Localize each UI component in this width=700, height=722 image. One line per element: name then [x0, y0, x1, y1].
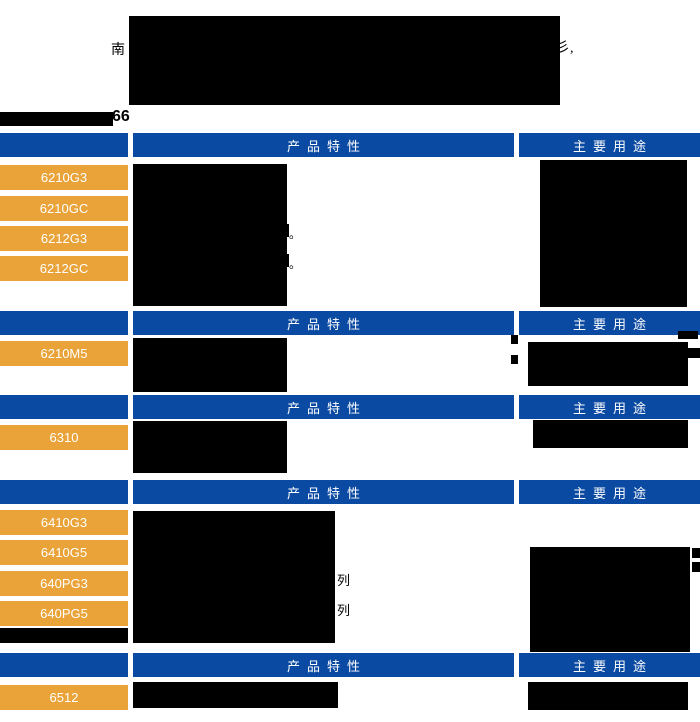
- table3-col3-header: 主要用途: [519, 395, 700, 419]
- table2-col3-header-label: 主要用途: [572, 316, 653, 332]
- table4-col3-header-label: 主要用途: [572, 485, 653, 501]
- table2-col3-header: 主要用途: [519, 311, 700, 335]
- redacted-paragraph-block: [129, 16, 560, 105]
- redaction-fragment: [678, 331, 698, 339]
- redacted-caption-block: [0, 112, 113, 126]
- table4-col3-header: 主要用途: [519, 480, 700, 504]
- redacted-row-block: [0, 628, 128, 643]
- product-code-cell: 640PG5: [0, 601, 128, 626]
- redaction-fragment: [688, 348, 700, 358]
- table5-col2-header-label: 产品特性: [286, 658, 367, 674]
- product-code-cell: 6310: [0, 425, 128, 450]
- redacted-features-block: [133, 338, 287, 392]
- redacted-features-block: [133, 421, 287, 473]
- redacted-features-block: [133, 511, 335, 643]
- table3-col2-header: 产品特性: [133, 395, 514, 419]
- redacted-uses-block: [528, 342, 688, 386]
- redaction-fragment: [692, 548, 700, 558]
- line-end-fragment: 。: [289, 257, 302, 271]
- product-code-cell: 6410G5: [0, 540, 128, 565]
- caption-number: 66: [112, 108, 130, 125]
- table2-col1-header: [0, 311, 128, 335]
- table4-col2-header: 产品特性: [133, 480, 514, 504]
- redacted-uses-block: [528, 682, 688, 710]
- redaction-fragment: [692, 562, 700, 572]
- product-code-cell: 640PG3: [0, 571, 128, 596]
- table1-col3-header-label: 主要用途: [572, 138, 653, 154]
- redaction-fragment: [511, 335, 518, 344]
- product-code-cell: 6410G3: [0, 510, 128, 535]
- table1-col2-header-label: 产品特性: [286, 138, 367, 154]
- product-code-cell: 6212G3: [0, 226, 128, 251]
- redaction-fragment: [283, 254, 289, 267]
- table4-col2-header-label: 产品特性: [286, 485, 367, 501]
- table1-col3-header: 主要用途: [519, 133, 700, 157]
- product-code-cell: 6210G3: [0, 165, 128, 190]
- table2-col2-header: 产品特性: [133, 311, 514, 335]
- product-code-cell: 6210GC: [0, 196, 128, 221]
- redacted-features-block: [133, 164, 287, 306]
- table5-col3-header-label: 主要用途: [572, 658, 653, 674]
- redacted-features-block: [133, 682, 338, 708]
- table3-col2-header-label: 产品特性: [286, 400, 367, 416]
- top-paragraph-trailing-fragment: 彡,: [556, 41, 574, 56]
- product-code-cell: 6212GC: [0, 256, 128, 281]
- redacted-uses-block: [530, 547, 690, 652]
- table3-col1-header: [0, 395, 128, 419]
- line-end-fragment: 列: [337, 603, 351, 618]
- table2-col2-header-label: 产品特性: [286, 316, 367, 332]
- redaction-fragment: [511, 355, 518, 364]
- redacted-uses-block: [540, 160, 687, 307]
- redaction-fragment: [283, 224, 289, 237]
- product-code-cell: 6210M5: [0, 341, 128, 366]
- line-end-fragment: 列: [337, 573, 351, 588]
- top-paragraph-first-char: 南: [111, 43, 125, 58]
- table1-col1-header: [0, 133, 128, 157]
- product-code-cell: 6512: [0, 685, 128, 710]
- table5-col1-header: [0, 653, 128, 677]
- table3-col3-header-label: 主要用途: [572, 400, 653, 416]
- line-end-fragment: 。: [289, 227, 302, 241]
- table1-col2-header: 产品特性: [133, 133, 514, 157]
- table5-col3-header: 主要用途: [519, 653, 700, 677]
- table5-col2-header: 产品特性: [133, 653, 514, 677]
- table4-col1-header: [0, 480, 128, 504]
- redacted-uses-block: [533, 420, 688, 448]
